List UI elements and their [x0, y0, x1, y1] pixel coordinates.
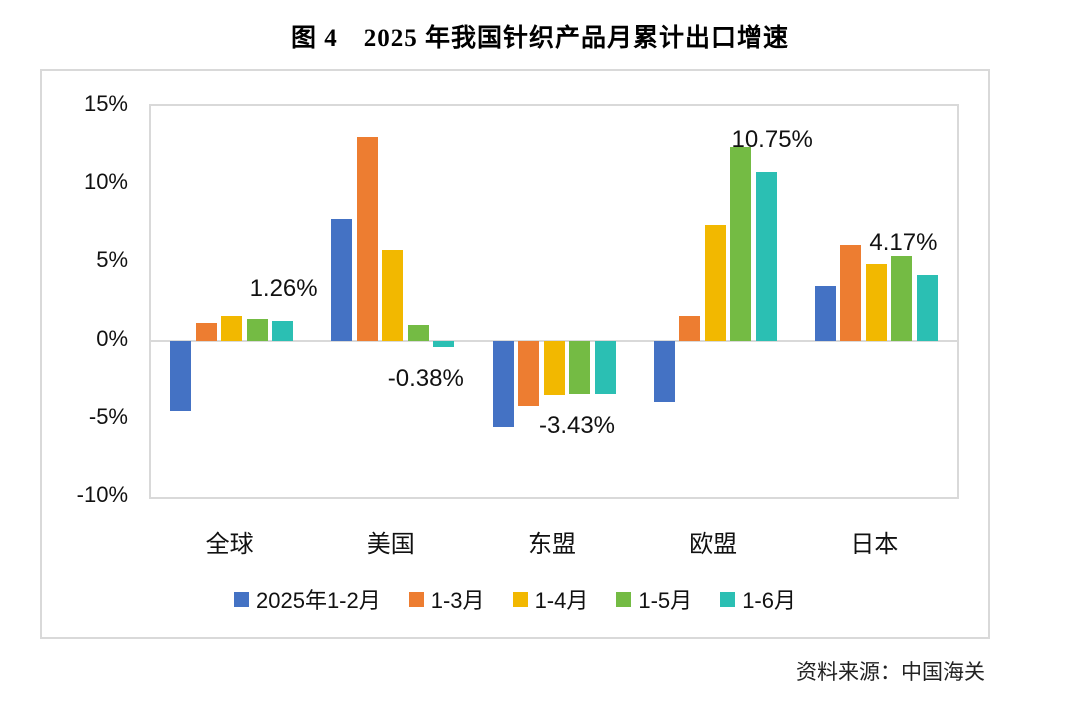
bar-欧盟-1-4月 — [704, 224, 726, 341]
legend-swatch-icon — [720, 591, 736, 607]
legend-label: 2025年1-2月 — [256, 588, 381, 613]
bar-美国-1-6月 — [433, 340, 455, 347]
legend-swatch-icon — [408, 591, 424, 607]
bar-日本-1-5月 — [891, 256, 913, 341]
bar-美国-1-5月 — [407, 324, 429, 341]
legend-label: 1-3月 — [430, 588, 485, 613]
y-axis-tick-label: 10% — [83, 169, 128, 195]
chart-title: 图 4 2025 年我国针织产品月累计出口增速 — [290, 25, 789, 52]
y-axis-tick-label: 5% — [96, 247, 128, 273]
category-label-东盟: 东盟 — [528, 531, 576, 558]
data-label: -0.38% — [387, 364, 464, 392]
bar-日本-1-3月 — [840, 245, 862, 341]
bar-美国-2025年1-2月 — [331, 218, 353, 341]
bar-美国-1-4月 — [382, 249, 404, 341]
legend-swatch-icon — [616, 591, 632, 607]
bar-东盟-1-3月 — [518, 340, 539, 407]
bar-东盟-2025年1-2月 — [492, 340, 514, 427]
bar-东盟-1-4月 — [543, 340, 565, 396]
legend-label: 1-5月 — [638, 588, 693, 613]
y-axis-tick-label: 0% — [96, 325, 128, 351]
bar-日本-1-6月 — [916, 275, 938, 341]
category-label-全球: 全球 — [205, 531, 254, 558]
legend-item: 1-5月 — [616, 583, 692, 615]
bar-日本-2025年1-2月 — [814, 285, 836, 341]
data-label: 10.75% — [731, 126, 813, 154]
category-label-欧盟: 欧盟 — [689, 531, 738, 558]
bar-东盟-1-6月 — [594, 340, 616, 395]
data-label: -3.43% — [538, 412, 616, 440]
source-note: 资料来源：中国海关 — [796, 660, 985, 684]
bar-日本-1-4月 — [865, 263, 887, 341]
bar-全球-1-4月 — [221, 315, 243, 341]
bar-全球-1-3月 — [195, 323, 217, 341]
legend: 2025年1-2月 1-3月 1-4月 1-5月 1-6月 — [42, 583, 988, 615]
legend-swatch-icon — [512, 591, 528, 607]
bar-欧盟-1-6月 — [755, 172, 777, 341]
bar-东盟-1-5月 — [569, 340, 590, 394]
y-axis-tick-label: -10% — [76, 482, 128, 507]
legend-swatch-icon — [234, 591, 249, 607]
legend-item: 1-4月 — [512, 583, 589, 615]
y-axis-tick-label: 15% — [83, 91, 128, 116]
legend-item: 1-3月 — [408, 583, 485, 615]
legend-label: 1-4月 — [534, 588, 589, 613]
category-label-美国: 美国 — [366, 531, 415, 558]
plot-area: 1.26% -0.38% -3.43% 10.75% 4.17% — [149, 104, 959, 499]
data-label: 1.26% — [249, 274, 318, 302]
bar-欧盟-1-5月 — [730, 146, 752, 341]
legend-item: 2025年1-2月 — [234, 583, 381, 615]
chart-container: 15% 10% 5% 0% -5% -10% 1.26% -0.38% -3.43% 10.75… — [40, 69, 990, 639]
bar-欧盟-1-3月 — [679, 315, 701, 341]
bar-全球-2025年1-2月 — [170, 340, 192, 411]
legend-item: 1-6月 — [720, 583, 796, 615]
y-axis-tick-label: -5% — [88, 403, 128, 429]
data-label: 4.17% — [869, 229, 938, 257]
bar-美国-1-3月 — [356, 137, 378, 341]
category-label-日本: 日本 — [850, 531, 899, 558]
bar-欧盟-2025年1-2月 — [653, 340, 675, 402]
bar-全球-1-6月 — [272, 320, 294, 341]
legend-label: 1-6月 — [742, 588, 796, 613]
bar-全球-1-5月 — [246, 319, 268, 341]
